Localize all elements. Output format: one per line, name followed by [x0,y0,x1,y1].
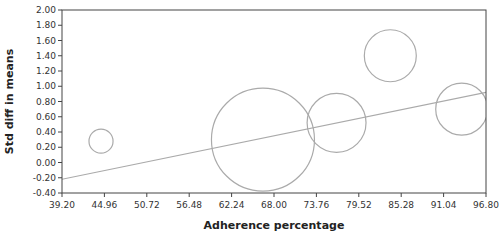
x-tick [486,193,487,197]
x-tick [401,193,402,197]
x-tick [358,193,359,197]
y-tick-label: 1.00 [36,81,56,91]
y-tick [58,132,62,133]
x-tick-label: 56.48 [176,200,202,210]
bubble [89,129,113,153]
x-tick [146,193,147,197]
x-tick [104,193,105,197]
x-axis: 39.20 44.96 50.72 56.48 62.24 68.00 73.76 79.52… [49,193,499,210]
x-tick [189,193,190,197]
chart: 39.20 44.96 50.72 56.48 62.24 68.00 73.76 79.52… [0,0,500,237]
y-tick [58,162,62,163]
y-tick-label: 1.80 [36,20,56,30]
y-tick [58,147,62,148]
y-axis: -0.40 -0.20 0.00 0.20 0.40 0.60 0.80 1.00 1.20 1.… [33,5,62,198]
y-tick-label: 1.60 [36,36,56,46]
y-tick [58,116,62,117]
y-tick [58,10,62,11]
y-tick-label: 1.40 [36,51,56,61]
x-tick-label: 96.80 [473,200,499,210]
x-tick [62,193,63,197]
x-tick-label: 62.24 [219,200,245,210]
bubble [436,83,486,135]
x-tick-label: 68.00 [261,200,287,210]
x-tick-label: 50.72 [134,200,160,210]
bubble [211,88,314,191]
plot-area [62,30,486,191]
y-tick-label: 0.80 [36,97,56,107]
y-axis-label: Std diff in means [3,48,16,154]
y-tick-label: -0.40 [33,188,57,198]
x-tick [231,193,232,197]
y-tick-label: 0.00 [36,158,56,168]
y-tick [58,86,62,87]
y-tick-label: -0.20 [33,173,57,183]
y-tick [58,71,62,72]
y-tick-label: 0.60 [36,112,56,122]
x-tick-label: 73.76 [304,200,330,210]
y-tick [58,40,62,41]
plot-frame [62,10,486,193]
y-tick-label: 0.20 [36,142,56,152]
x-tick-label: 44.96 [92,200,118,210]
x-tick-label: 39.20 [49,200,75,210]
x-tick [316,193,317,197]
y-tick [58,177,62,178]
regression-line [62,92,486,179]
x-tick-label: 79.52 [346,200,372,210]
y-tick [58,25,62,26]
y-tick [58,101,62,102]
y-tick-label: 0.40 [36,127,56,137]
y-tick [58,55,62,56]
x-tick-label: 91.04 [431,200,457,210]
y-tick [58,193,62,194]
y-tick-label: 2.00 [36,5,56,15]
x-tick [443,193,444,197]
x-tick [274,193,275,197]
bubble [364,30,416,82]
y-tick-label: 1.20 [36,66,56,76]
x-axis-label: Adherence percentage [204,219,345,232]
x-tick-label: 85.28 [388,200,414,210]
